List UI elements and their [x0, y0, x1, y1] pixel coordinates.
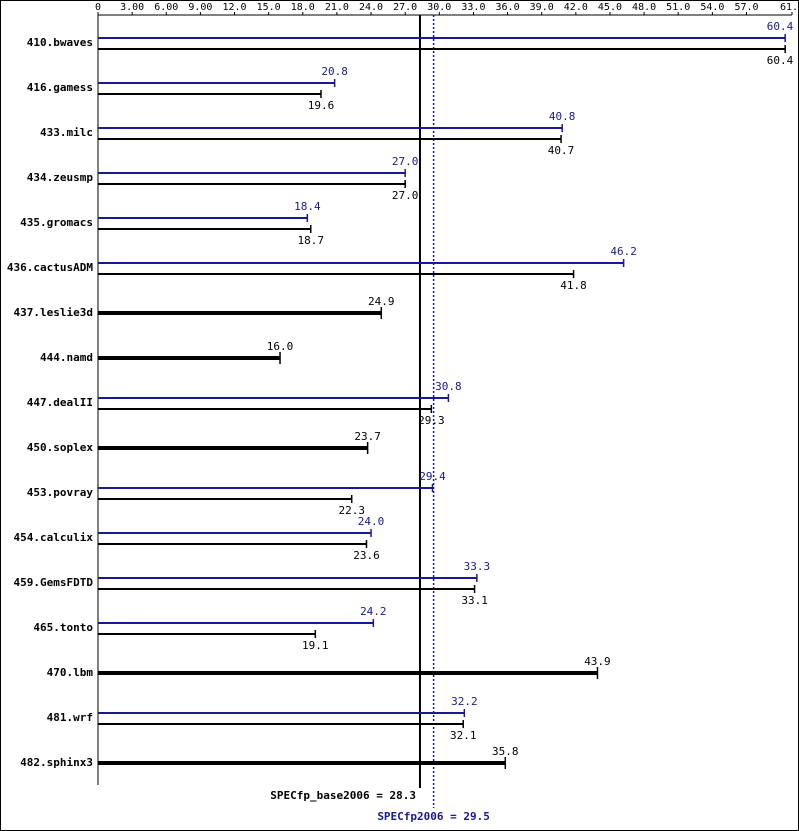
category-label: 444.namd — [40, 351, 93, 364]
x-tick-label: 12.0 — [222, 2, 246, 13]
x-tick-label: 45.0 — [598, 2, 622, 13]
value-label: 60.4 — [767, 20, 794, 33]
x-tick-label: 15.0 — [257, 2, 281, 13]
category-label: 459.GemsFDTD — [14, 576, 94, 589]
category-label: 436.cactusADM — [7, 261, 93, 274]
value-label: 33.1 — [461, 594, 488, 607]
value-label: 16.0 — [267, 340, 294, 353]
category-label: 482.sphinx3 — [20, 756, 93, 769]
value-label: 27.0 — [392, 189, 419, 202]
x-tick-label: 27.0 — [393, 2, 417, 13]
value-label: 29.3 — [418, 414, 445, 427]
category-label: 481.wrf — [47, 711, 93, 724]
value-label: 19.1 — [302, 639, 329, 652]
value-label: 43.9 — [584, 655, 611, 668]
x-tick-label: 36.0 — [496, 2, 520, 13]
x-tick-label: 39.0 — [530, 2, 554, 13]
value-label: 32.2 — [451, 695, 478, 708]
x-tick-label: 48.0 — [632, 2, 656, 13]
value-label: 41.8 — [560, 279, 587, 292]
category-label: 450.soplex — [27, 441, 94, 454]
value-label: 60.4 — [767, 54, 794, 67]
value-label: 33.3 — [464, 560, 491, 573]
value-label: 20.8 — [321, 65, 348, 78]
x-tick-label: 9.00 — [188, 2, 212, 13]
value-label: 24.0 — [358, 515, 385, 528]
reference-label: SPECfp_base2006 = 28.3 — [270, 789, 416, 802]
category-label: 434.zeusmp — [27, 171, 94, 184]
x-tick-label: 6.00 — [154, 2, 178, 13]
x-tick-label: 57.0 — [734, 2, 758, 13]
x-tick-label: 42.0 — [564, 2, 588, 13]
x-tick-label: 24.0 — [359, 2, 383, 13]
value-label: 24.9 — [368, 295, 395, 308]
value-label: 18.7 — [298, 234, 325, 247]
x-tick-label: 21.0 — [325, 2, 349, 13]
x-tick-label: 30.0 — [427, 2, 451, 13]
category-label: 435.gromacs — [20, 216, 93, 229]
value-label: 19.6 — [308, 99, 335, 112]
value-label: 35.8 — [492, 745, 519, 758]
x-tick-label: 54.0 — [700, 2, 724, 13]
value-label: 40.7 — [548, 144, 575, 157]
category-label: 453.povray — [27, 486, 94, 499]
value-label: 18.4 — [294, 200, 321, 213]
x-tick-label: 33.0 — [461, 2, 485, 13]
value-label: 22.3 — [338, 504, 365, 517]
x-tick-label: 18.0 — [291, 2, 315, 13]
x-tick-label: 51.0 — [666, 2, 690, 13]
value-label: 29.4 — [419, 470, 446, 483]
value-label: 24.2 — [360, 605, 387, 618]
x-tick-label: 3.00 — [120, 2, 144, 13]
category-label: 465.tonto — [33, 621, 93, 634]
value-label: 23.7 — [354, 430, 381, 443]
value-label: 32.1 — [450, 729, 477, 742]
category-label: 416.gamess — [27, 81, 93, 94]
x-tick-label: 0 — [95, 2, 101, 13]
x-tick-label: 61.0 — [780, 2, 799, 13]
value-label: 40.8 — [549, 110, 576, 123]
value-label: 27.0 — [392, 155, 419, 168]
category-label: 410.bwaves — [27, 36, 93, 49]
category-label: 433.milc — [40, 126, 93, 139]
value-label: 23.6 — [353, 549, 380, 562]
value-label: 30.8 — [435, 380, 462, 393]
category-label: 447.dealII — [27, 396, 93, 409]
category-label: 470.lbm — [47, 666, 94, 679]
category-label: 437.leslie3d — [14, 306, 93, 319]
category-label: 454.calculix — [14, 531, 94, 544]
value-label: 46.2 — [610, 245, 637, 258]
reference-label: SPECfp2006 = 29.5 — [377, 810, 490, 823]
